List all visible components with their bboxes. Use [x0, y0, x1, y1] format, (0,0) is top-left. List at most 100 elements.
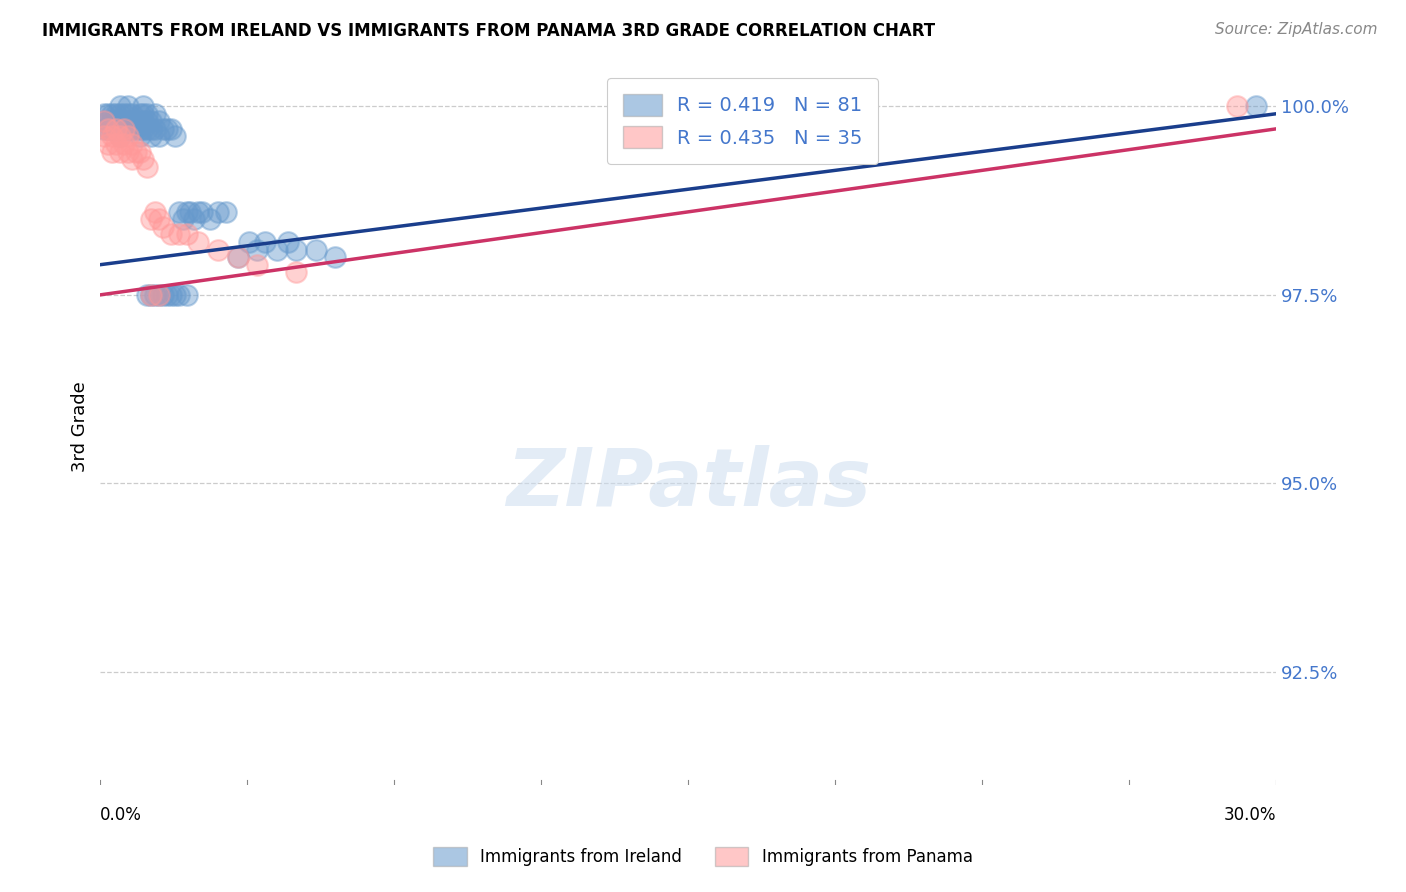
Point [152, 219, 174, 234]
Point [277, 235, 299, 249]
Point [152, 121, 174, 136]
Point [108, 129, 131, 144]
Point [108, 99, 131, 113]
Point [128, 107, 150, 121]
Point [148, 288, 170, 302]
Legend: Immigrants from Ireland, Immigrants from Panama: Immigrants from Ireland, Immigrants from… [425, 838, 981, 875]
Point [160, 288, 183, 302]
Point [152, 288, 174, 302]
Text: Source: ZipAtlas.com: Source: ZipAtlas.com [1215, 22, 1378, 37]
Point [172, 212, 194, 227]
Point [124, 145, 146, 159]
Point [143, 205, 166, 219]
Point [105, 136, 128, 151]
Point [121, 136, 143, 151]
Point [128, 145, 150, 159]
Point [141, 288, 163, 302]
Point [97, 136, 120, 151]
Point [108, 145, 131, 159]
Point [198, 212, 221, 227]
Point [124, 114, 146, 128]
Text: ZIPatlas: ZIPatlas [506, 445, 870, 524]
Point [101, 114, 124, 128]
Point [167, 227, 190, 242]
Point [163, 288, 186, 302]
Point [141, 212, 163, 227]
Point [191, 205, 214, 219]
Point [141, 121, 163, 136]
Point [148, 288, 170, 302]
Point [167, 205, 190, 219]
Point [108, 121, 131, 136]
Point [143, 121, 166, 136]
Point [179, 205, 201, 219]
Point [121, 152, 143, 166]
Point [132, 99, 155, 113]
Point [97, 121, 120, 136]
Point [148, 114, 170, 128]
Point [160, 227, 183, 242]
Point [238, 235, 260, 249]
Point [325, 250, 347, 264]
Point [207, 243, 229, 257]
Point [117, 129, 139, 144]
Point [226, 250, 249, 264]
Point [285, 265, 308, 279]
Point [117, 121, 139, 136]
Point [226, 250, 249, 264]
Point [215, 205, 238, 219]
Point [143, 107, 166, 121]
Point [117, 99, 139, 113]
Point [136, 107, 159, 121]
Point [141, 129, 163, 144]
Point [97, 121, 120, 136]
Point [132, 152, 155, 166]
Point [112, 121, 135, 136]
Point [105, 114, 128, 128]
Point [93, 114, 115, 128]
Point [93, 107, 115, 121]
Y-axis label: 3rd Grade: 3rd Grade [72, 382, 89, 472]
Point [176, 227, 198, 242]
Point [183, 212, 205, 227]
Point [156, 288, 179, 302]
Point [97, 114, 120, 128]
Point [124, 121, 146, 136]
Text: IMMIGRANTS FROM IRELAND VS IMMIGRANTS FROM PANAMA 3RD GRADE CORRELATION CHART: IMMIGRANTS FROM IRELAND VS IMMIGRANTS FR… [42, 22, 935, 40]
Point [105, 121, 128, 136]
Point [108, 114, 131, 128]
Point [93, 129, 115, 144]
Point [136, 160, 159, 174]
Point [132, 114, 155, 128]
Point [101, 121, 124, 136]
Point [121, 121, 143, 136]
Point [128, 129, 150, 144]
Point [148, 129, 170, 144]
Point [141, 114, 163, 128]
Text: 30.0%: 30.0% [1223, 806, 1277, 824]
Point [143, 288, 166, 302]
Point [207, 205, 229, 219]
Point [187, 205, 209, 219]
Point [128, 114, 150, 128]
Point [266, 243, 288, 257]
Point [112, 114, 135, 128]
Point [176, 288, 198, 302]
Point [101, 145, 124, 159]
Point [246, 243, 269, 257]
Point [112, 136, 135, 151]
Point [187, 235, 209, 249]
Point [176, 205, 198, 219]
Point [136, 121, 159, 136]
Legend: R = 0.419   N = 81, R = 0.435   N = 35: R = 0.419 N = 81, R = 0.435 N = 35 [607, 78, 879, 164]
Point [160, 121, 183, 136]
Point [128, 121, 150, 136]
Point [101, 129, 124, 144]
Point [246, 258, 269, 272]
Point [148, 212, 170, 227]
Point [97, 107, 120, 121]
Point [121, 114, 143, 128]
Point [141, 288, 163, 302]
Point [156, 121, 179, 136]
Point [105, 107, 128, 121]
